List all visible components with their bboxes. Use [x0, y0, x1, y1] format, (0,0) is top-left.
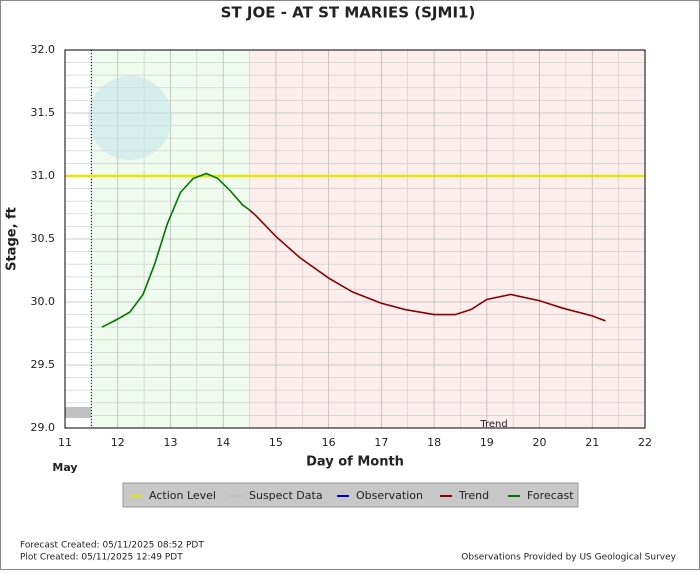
x-tick-label: 18: [427, 436, 441, 449]
legend-label: Trend: [458, 489, 489, 502]
x-tick-label: 21: [585, 436, 599, 449]
footer-text: Plot Created: 05/11/2025 12:49 PDT: [20, 553, 183, 563]
x-tick-label: 15: [269, 436, 283, 449]
y-tick-label: 30.5: [31, 232, 56, 245]
legend-label: Suspect Data: [249, 489, 323, 502]
legend-label: Forecast: [527, 489, 574, 502]
suspect-block: [65, 407, 91, 418]
legend-label: Action Level: [149, 489, 216, 502]
trend-label: Trend: [479, 419, 507, 430]
x-tick-label: 20: [533, 436, 547, 449]
x-tick-label: 19: [480, 436, 494, 449]
x-axis-label: Day of Month: [306, 455, 404, 470]
series-line: [249, 209, 606, 322]
x-tick-label: 17: [374, 436, 388, 449]
x-tick-label: 11: [58, 436, 72, 449]
y-axis-label: Stage, ft: [5, 207, 20, 271]
plot-border: [64, 49, 646, 429]
y-tick-label: 31.0: [31, 169, 56, 182]
footer-text: Observations Provided by US Geological S…: [461, 553, 676, 563]
y-tick-label: 31.5: [31, 106, 56, 119]
x-tick-label: 16: [322, 436, 336, 449]
legend-label: Observation: [356, 489, 423, 502]
legend-box: [122, 482, 579, 508]
y-tick-label: 29.5: [31, 358, 56, 371]
y-tick-label: 29.0: [31, 421, 56, 434]
x-sublabel: May: [52, 461, 77, 474]
series-line: [101, 172, 251, 328]
x-tick-label: 14: [216, 436, 230, 449]
y-tick-label: 30.0: [31, 295, 56, 308]
y-tick-label: 32.0: [31, 43, 56, 56]
x-tick-label: 13: [163, 436, 177, 449]
logo: [88, 76, 172, 160]
footer-text: Forecast Created: 05/11/2025 08:52 PDT: [20, 541, 204, 551]
chart-title: ST JOE - AT ST MARIES (SJMI1): [221, 4, 476, 22]
x-tick-label: 22: [638, 436, 652, 449]
x-tick-label: 12: [111, 436, 125, 449]
